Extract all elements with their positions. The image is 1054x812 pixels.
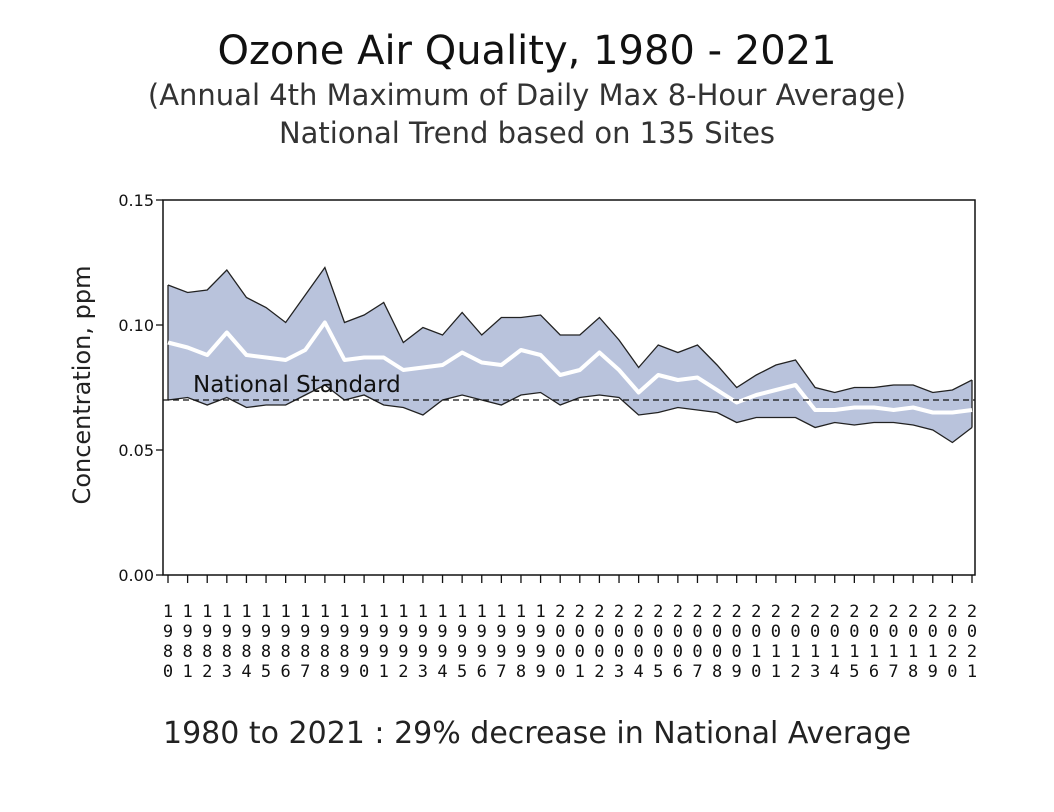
national-average-line xyxy=(167,320,973,415)
upper-band-line xyxy=(167,266,973,394)
y-tick-label: 0.10 xyxy=(118,316,154,335)
plot-frame xyxy=(162,199,976,576)
y-axis-label: Concentration, ppm xyxy=(68,266,96,505)
chart-subtitle-2: National Trend based on 135 Sites xyxy=(278,116,776,150)
y-tick-label: 0.00 xyxy=(118,566,154,585)
national-standard-label: National Standard xyxy=(193,372,401,398)
chart-subtitle-1: (Annual 4th Maximum of Daily Max 8-Hour … xyxy=(147,78,907,112)
y-tick-label: 0.05 xyxy=(118,441,154,460)
chart-title: Ozone Air Quality, 1980 - 2021 xyxy=(217,28,837,74)
y-tick-label: 0.15 xyxy=(118,191,154,210)
lower-band-line xyxy=(167,384,973,444)
range-band xyxy=(168,267,972,443)
footer-summary: 1980 to 2021 : 29% decrease in National … xyxy=(163,716,912,751)
